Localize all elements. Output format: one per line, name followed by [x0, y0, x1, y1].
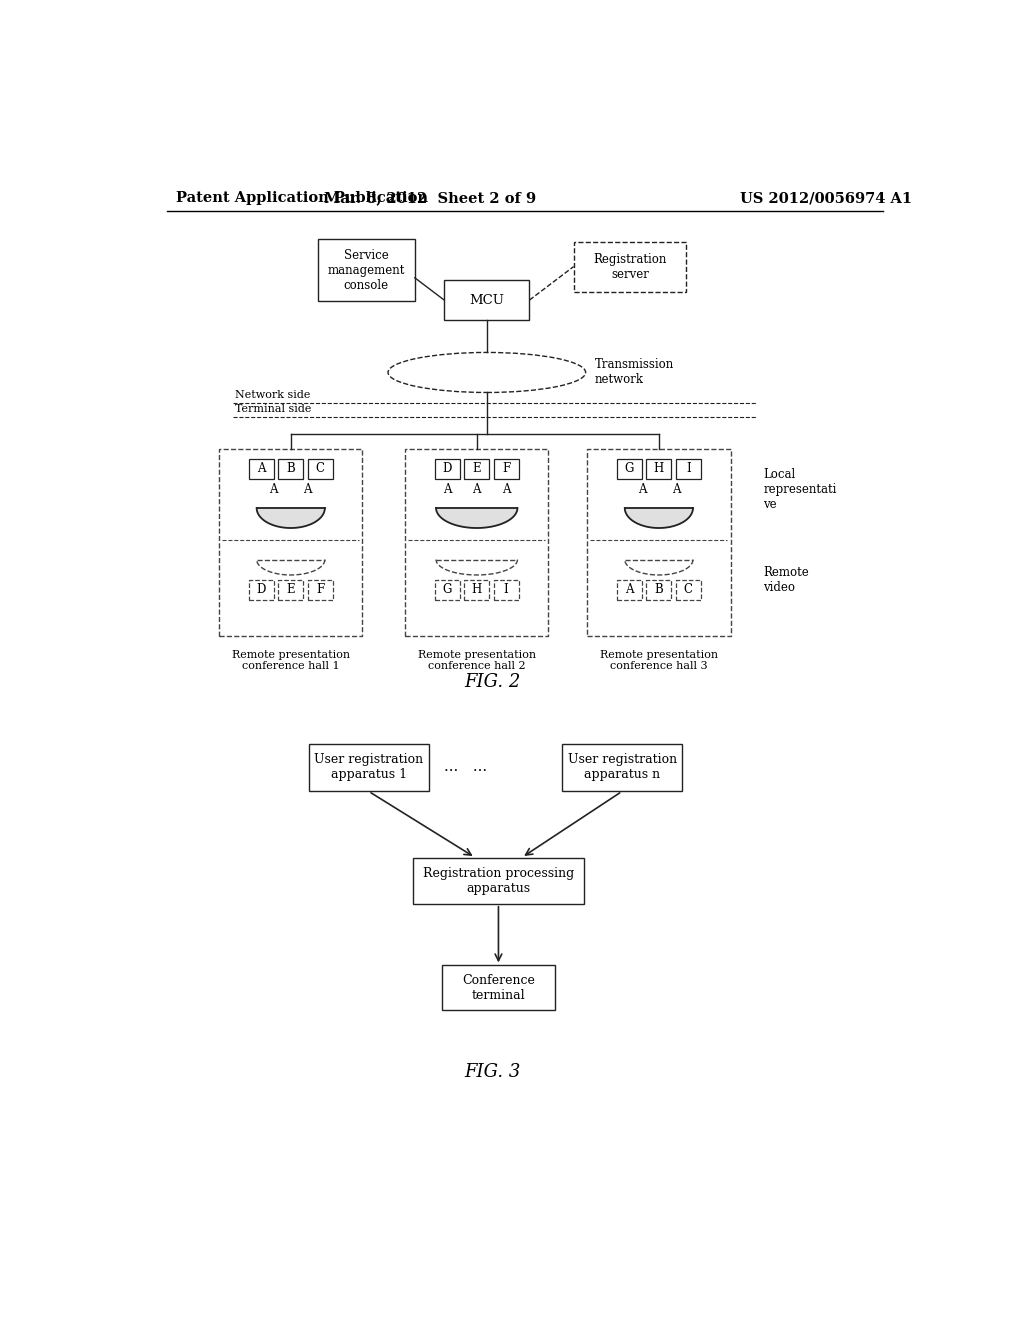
- Bar: [676, 459, 700, 479]
- Text: A: A: [257, 462, 265, 475]
- Text: Registration
server: Registration server: [593, 252, 667, 281]
- Bar: [587, 450, 730, 636]
- Polygon shape: [257, 508, 325, 528]
- Text: G: G: [442, 583, 452, 597]
- Text: D: D: [442, 462, 452, 475]
- Text: User registration
apparatus n: User registration apparatus n: [567, 754, 677, 781]
- Bar: [494, 459, 518, 479]
- Text: I: I: [686, 462, 691, 475]
- Text: US 2012/0056974 A1: US 2012/0056974 A1: [740, 191, 912, 206]
- Bar: [219, 450, 362, 636]
- Bar: [279, 459, 303, 479]
- Bar: [308, 459, 333, 479]
- Bar: [249, 579, 273, 599]
- Text: F: F: [316, 583, 325, 597]
- Text: Registration processing
apparatus: Registration processing apparatus: [423, 867, 574, 895]
- Text: MCU: MCU: [469, 293, 505, 306]
- Text: User registration
apparatus 1: User registration apparatus 1: [314, 754, 423, 781]
- Text: Patent Application Publication: Patent Application Publication: [176, 191, 428, 206]
- Text: C: C: [315, 462, 325, 475]
- Text: H: H: [472, 583, 482, 597]
- Bar: [617, 459, 642, 479]
- Bar: [646, 459, 672, 479]
- Text: C: C: [684, 583, 693, 597]
- Text: E: E: [472, 462, 481, 475]
- Text: A: A: [303, 483, 312, 496]
- Bar: [442, 965, 555, 1010]
- Bar: [308, 579, 333, 599]
- Text: Remote
video: Remote video: [764, 566, 809, 594]
- Text: I: I: [504, 583, 509, 597]
- Text: Service
management
console: Service management console: [328, 248, 406, 292]
- Text: E: E: [287, 583, 295, 597]
- Text: D: D: [257, 583, 266, 597]
- Polygon shape: [436, 508, 517, 528]
- Text: Remote presentation
conference hall 1: Remote presentation conference hall 1: [231, 649, 350, 672]
- Bar: [676, 579, 700, 599]
- Bar: [308, 743, 429, 792]
- Bar: [464, 459, 489, 479]
- Text: Conference
terminal: Conference terminal: [462, 974, 535, 1002]
- Text: A: A: [443, 483, 452, 496]
- Bar: [317, 239, 415, 301]
- Bar: [435, 579, 460, 599]
- Text: F: F: [502, 462, 510, 475]
- Bar: [279, 579, 303, 599]
- Text: Local
representati
ve: Local representati ve: [764, 469, 837, 511]
- Bar: [414, 858, 584, 904]
- Text: ...   ...: ... ...: [443, 760, 486, 775]
- Text: B: B: [287, 462, 295, 475]
- Bar: [464, 579, 489, 599]
- Text: Remote presentation
conference hall 3: Remote presentation conference hall 3: [600, 649, 718, 672]
- Polygon shape: [625, 508, 693, 528]
- Bar: [406, 450, 549, 636]
- Bar: [435, 459, 460, 479]
- Text: A: A: [472, 483, 481, 496]
- Bar: [444, 280, 529, 321]
- Bar: [562, 743, 682, 792]
- Text: FIG. 2: FIG. 2: [464, 673, 520, 690]
- Text: B: B: [654, 583, 664, 597]
- Text: A: A: [502, 483, 510, 496]
- Text: Mar. 8, 2012  Sheet 2 of 9: Mar. 8, 2012 Sheet 2 of 9: [325, 191, 537, 206]
- Bar: [249, 459, 273, 479]
- Bar: [617, 579, 642, 599]
- Text: A: A: [626, 583, 634, 597]
- Text: G: G: [625, 462, 634, 475]
- Text: FIG. 3: FIG. 3: [464, 1063, 520, 1081]
- Bar: [573, 242, 686, 292]
- Text: Network side: Network side: [234, 391, 310, 400]
- Bar: [646, 579, 672, 599]
- Bar: [494, 579, 518, 599]
- Text: Terminal side: Terminal side: [234, 404, 311, 414]
- Text: A: A: [672, 483, 680, 496]
- Ellipse shape: [388, 352, 586, 392]
- Text: A: A: [269, 483, 278, 496]
- Text: Transmission
network: Transmission network: [595, 359, 674, 387]
- Text: A: A: [638, 483, 646, 496]
- Text: H: H: [653, 462, 664, 475]
- Text: Remote presentation
conference hall 2: Remote presentation conference hall 2: [418, 649, 536, 672]
